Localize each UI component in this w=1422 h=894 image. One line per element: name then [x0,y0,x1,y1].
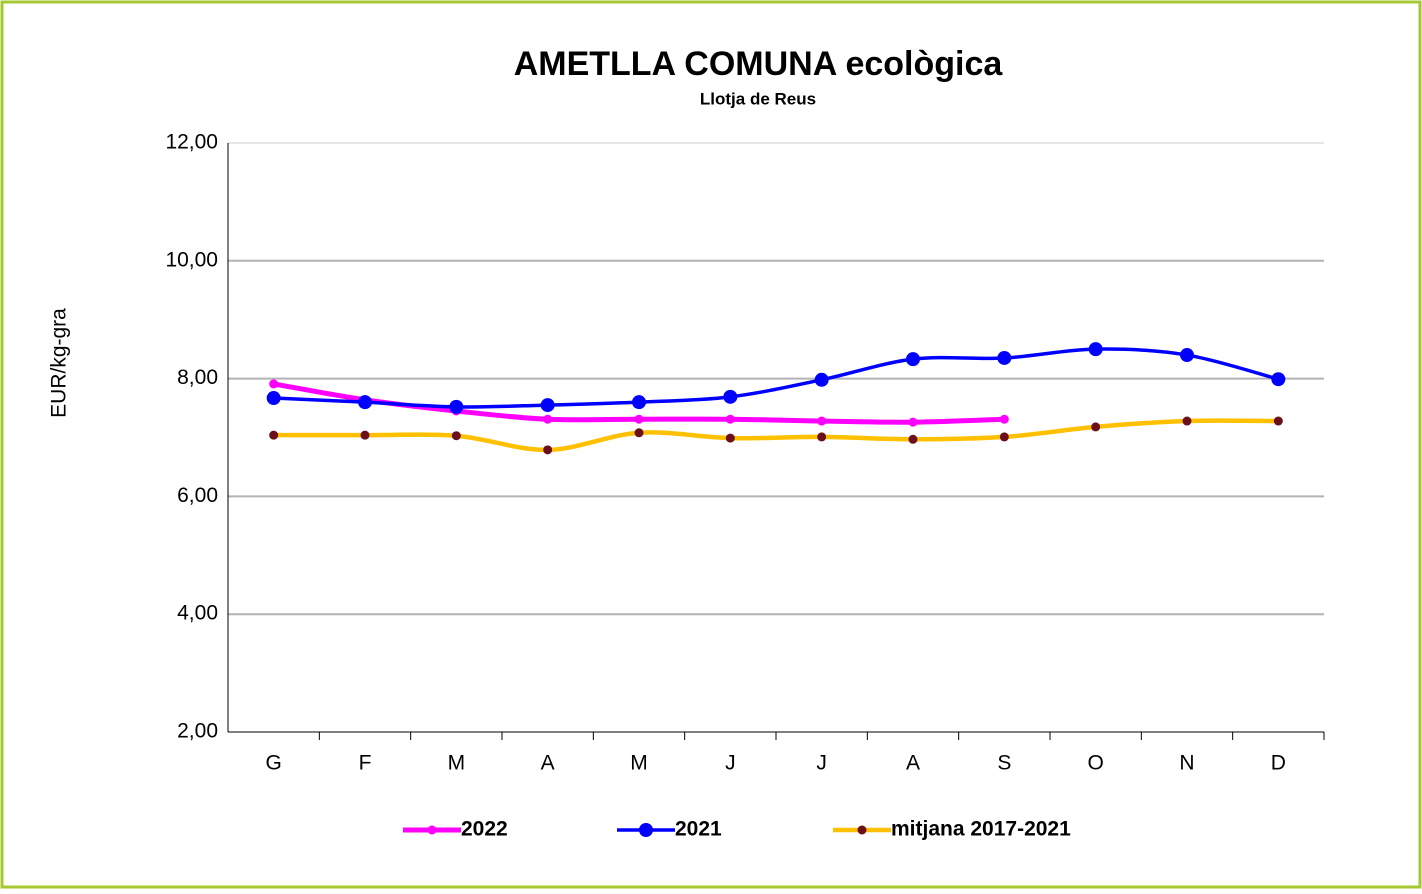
series-marker [540,398,555,413]
series-marker [543,445,553,455]
legend-marker [427,825,437,835]
series-marker [269,430,279,440]
x-tick-label: A [541,752,555,775]
series-marker [360,430,370,440]
y-axis-label: EUR/kg-gra [48,308,71,418]
series-line [273,347,1279,409]
x-tick-label: S [997,752,1011,775]
legend-marker [639,823,653,837]
y-tick-label: 4,00 [177,602,218,625]
y-tick-label: 10,00 [165,248,218,271]
x-tick-label: M [448,752,466,775]
y-tick-label: 2,00 [177,720,218,743]
series-marker [906,352,920,367]
series-marker [632,395,646,410]
series-marker [725,414,735,424]
series-marker [634,428,644,438]
series-marker [817,432,827,442]
x-tick-label: D [1271,752,1286,775]
series-marker [1271,372,1286,387]
series-marker [1182,416,1192,426]
chart-title: AMETLLA COMUNA ecològica [514,45,1004,83]
x-tick-label: F [359,752,372,775]
legend-label: 2021 [675,818,722,841]
legend-marker [857,825,867,835]
x-tick-label: O [1087,752,1103,775]
x-tick-label: J [725,752,736,775]
series-marker [451,431,461,441]
series-marker [358,395,372,410]
series-marker [1088,342,1103,357]
series-marker [908,417,918,427]
x-tick-label: G [265,752,281,775]
series-marker [817,416,827,426]
series-marker [908,434,918,444]
series-marker [1180,348,1194,363]
legend-label: 2022 [461,818,508,841]
series-marker [269,379,279,389]
y-tick-label: 12,00 [165,131,218,154]
y-tick-label: 6,00 [177,484,218,507]
x-tick-label: J [816,752,827,775]
series-marker [1091,422,1101,432]
legend-label: mitjana 2017-2021 [891,818,1071,841]
series-line [273,418,1279,453]
series-marker [999,414,1009,424]
series-marker [725,433,735,443]
series-marker [634,414,644,424]
x-tick-label: A [906,752,920,775]
series-marker [543,414,553,424]
y-tick-label: 8,00 [177,366,218,389]
series-marker [997,350,1012,365]
series-marker [999,432,1009,442]
x-tick-label: M [630,752,648,775]
chart-subtitle: Llotja de Reus [700,89,816,108]
series-marker [266,391,281,406]
x-tick-label: N [1179,752,1194,775]
series-marker [449,399,464,414]
series-marker [723,389,738,404]
series-marker [1273,416,1283,426]
series-marker [814,372,829,387]
